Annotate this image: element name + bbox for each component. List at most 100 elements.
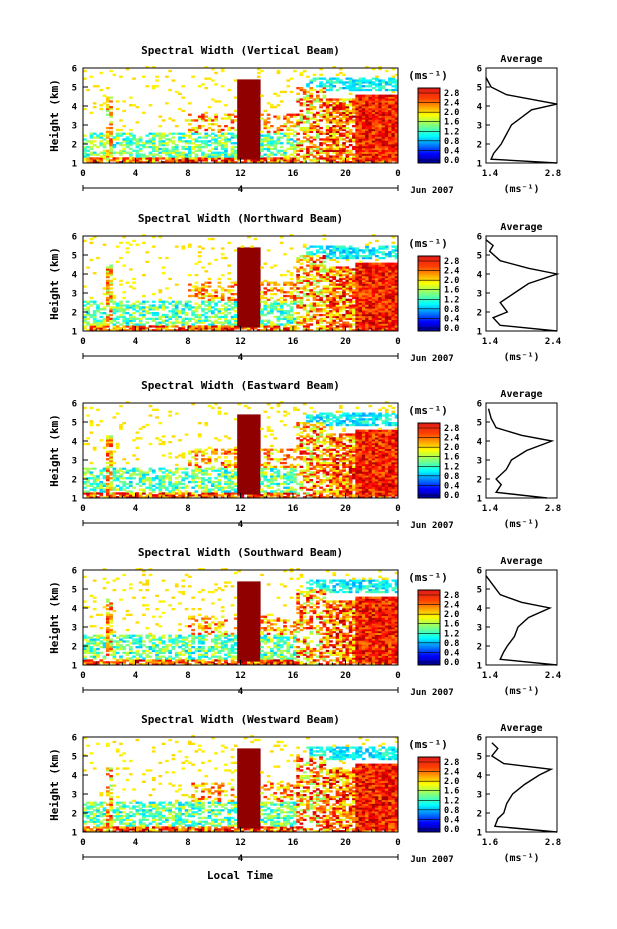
- heatmap-cell: [233, 327, 238, 330]
- heatmap-cell: [361, 256, 366, 260]
- heatmap-cell: [125, 247, 130, 250]
- heatmap-cell: [181, 327, 186, 330]
- heatmap-cell: [375, 155, 379, 158]
- heatmap-cell: [315, 123, 320, 126]
- heatmap-cell: [325, 107, 330, 111]
- heatmap-cell: [86, 442, 90, 446]
- heatmap-cell: [371, 157, 376, 160]
- heatmap-cell: [335, 245, 340, 248]
- heatmap-cell: [391, 304, 396, 307]
- heatmap-cell: [217, 296, 222, 300]
- heatmap-cell: [188, 243, 192, 246]
- heatmap-cell: [142, 477, 146, 480]
- heatmap-cell: [332, 66, 337, 69]
- heatmap-cell: [210, 138, 215, 141]
- heatmap-cell: [368, 308, 373, 311]
- heatmap-cell: [237, 277, 241, 281]
- heatmap-cell: [240, 283, 245, 286]
- heatmap-cell: [315, 113, 320, 116]
- heatmap-cell: [371, 234, 376, 237]
- heatmap-cell: [375, 111, 379, 114]
- heatmap-cell: [86, 480, 90, 484]
- heatmap-cell: [109, 270, 113, 273]
- heatmap-cell: [266, 138, 271, 141]
- heatmap-cell: [217, 153, 222, 156]
- heatmap-cell: [319, 142, 323, 145]
- heatmap-cell: [188, 317, 192, 320]
- heatmap-cell: [378, 121, 382, 124]
- heatmap-cell: [210, 79, 215, 82]
- heatmap-cell: [388, 106, 392, 109]
- heatmap-cell: [384, 304, 389, 307]
- heatmap-cell: [355, 79, 360, 82]
- heatmap-cell: [83, 315, 87, 319]
- heatmap-cell: [371, 111, 376, 114]
- heatmap-cell: [384, 125, 389, 128]
- heatmap-cell: [394, 253, 399, 256]
- heatmap-cell: [250, 266, 255, 269]
- heatmap-cell: [217, 310, 222, 313]
- heatmap-cell: [256, 312, 261, 315]
- heatmap-cell: [302, 255, 307, 258]
- heatmap-cell: [99, 107, 104, 111]
- heatmap-cell: [338, 138, 343, 141]
- heatmap-cell: [240, 274, 245, 277]
- heatmap-cell: [381, 123, 386, 126]
- heatmap-cell: [384, 321, 389, 324]
- heatmap-cell: [138, 319, 143, 322]
- heatmap-cell: [240, 157, 245, 160]
- heatmap-cell: [105, 289, 110, 292]
- heatmap-cell: [155, 323, 159, 326]
- heatmap-cell: [309, 310, 314, 313]
- heatmap-cell: [165, 287, 169, 290]
- y-tick-label: 1: [72, 160, 77, 170]
- heatmap-cell: [306, 293, 310, 296]
- heatmap-cell: [224, 132, 228, 135]
- heatmap-cell: [89, 304, 94, 307]
- heatmap-cell: [105, 475, 110, 478]
- heatmap-cell: [256, 323, 261, 326]
- heatmap-cell: [188, 161, 192, 164]
- heatmap-cell: [384, 296, 389, 300]
- heatmap-cell: [204, 144, 209, 147]
- heatmap-cell: [112, 310, 117, 313]
- heatmap-cell: [335, 73, 340, 76]
- heatmap-cell: [394, 81, 399, 84]
- heatmap-cell: [309, 140, 314, 143]
- heatmap-cell: [342, 270, 346, 273]
- heatmap-cell: [309, 126, 314, 130]
- heatmap-cell: [345, 106, 350, 109]
- heatmap-cell: [361, 109, 366, 113]
- heatmap-cell: [220, 153, 225, 156]
- heatmap-cell: [276, 302, 281, 305]
- heatmap-cell: [210, 247, 215, 250]
- heatmap-cell: [355, 323, 360, 326]
- heatmap-cell: [243, 256, 248, 260]
- heatmap-cell: [391, 113, 396, 116]
- heatmap-cell: [181, 161, 186, 164]
- heatmap-cell: [315, 77, 320, 80]
- heatmap-cell: [181, 153, 186, 156]
- heatmap-cell: [394, 144, 399, 147]
- heatmap-cell: [247, 138, 251, 141]
- heatmap-cell: [283, 329, 287, 332]
- heatmap-cell: [112, 450, 117, 453]
- heatmap-cell: [96, 323, 100, 326]
- heatmap-cell: [102, 490, 107, 493]
- heatmap-cell: [355, 268, 360, 271]
- heatmap-cell: [237, 83, 241, 86]
- heatmap-cell: [388, 77, 392, 80]
- heatmap-cell: [332, 304, 337, 307]
- heatmap-cell: [112, 308, 117, 311]
- heatmap-cell: [299, 281, 304, 284]
- heatmap-cell: [263, 136, 268, 139]
- heatmap-cell: [256, 81, 261, 84]
- heatmap-cell: [329, 77, 333, 80]
- heatmap-cell: [132, 157, 136, 160]
- heatmap-cell: [227, 300, 232, 303]
- heatmap-cell: [342, 274, 346, 277]
- heatmap-cell: [361, 81, 366, 84]
- heatmap-cell: [105, 126, 110, 130]
- heatmap-cell: [250, 264, 255, 267]
- heatmap-cell: [256, 302, 261, 305]
